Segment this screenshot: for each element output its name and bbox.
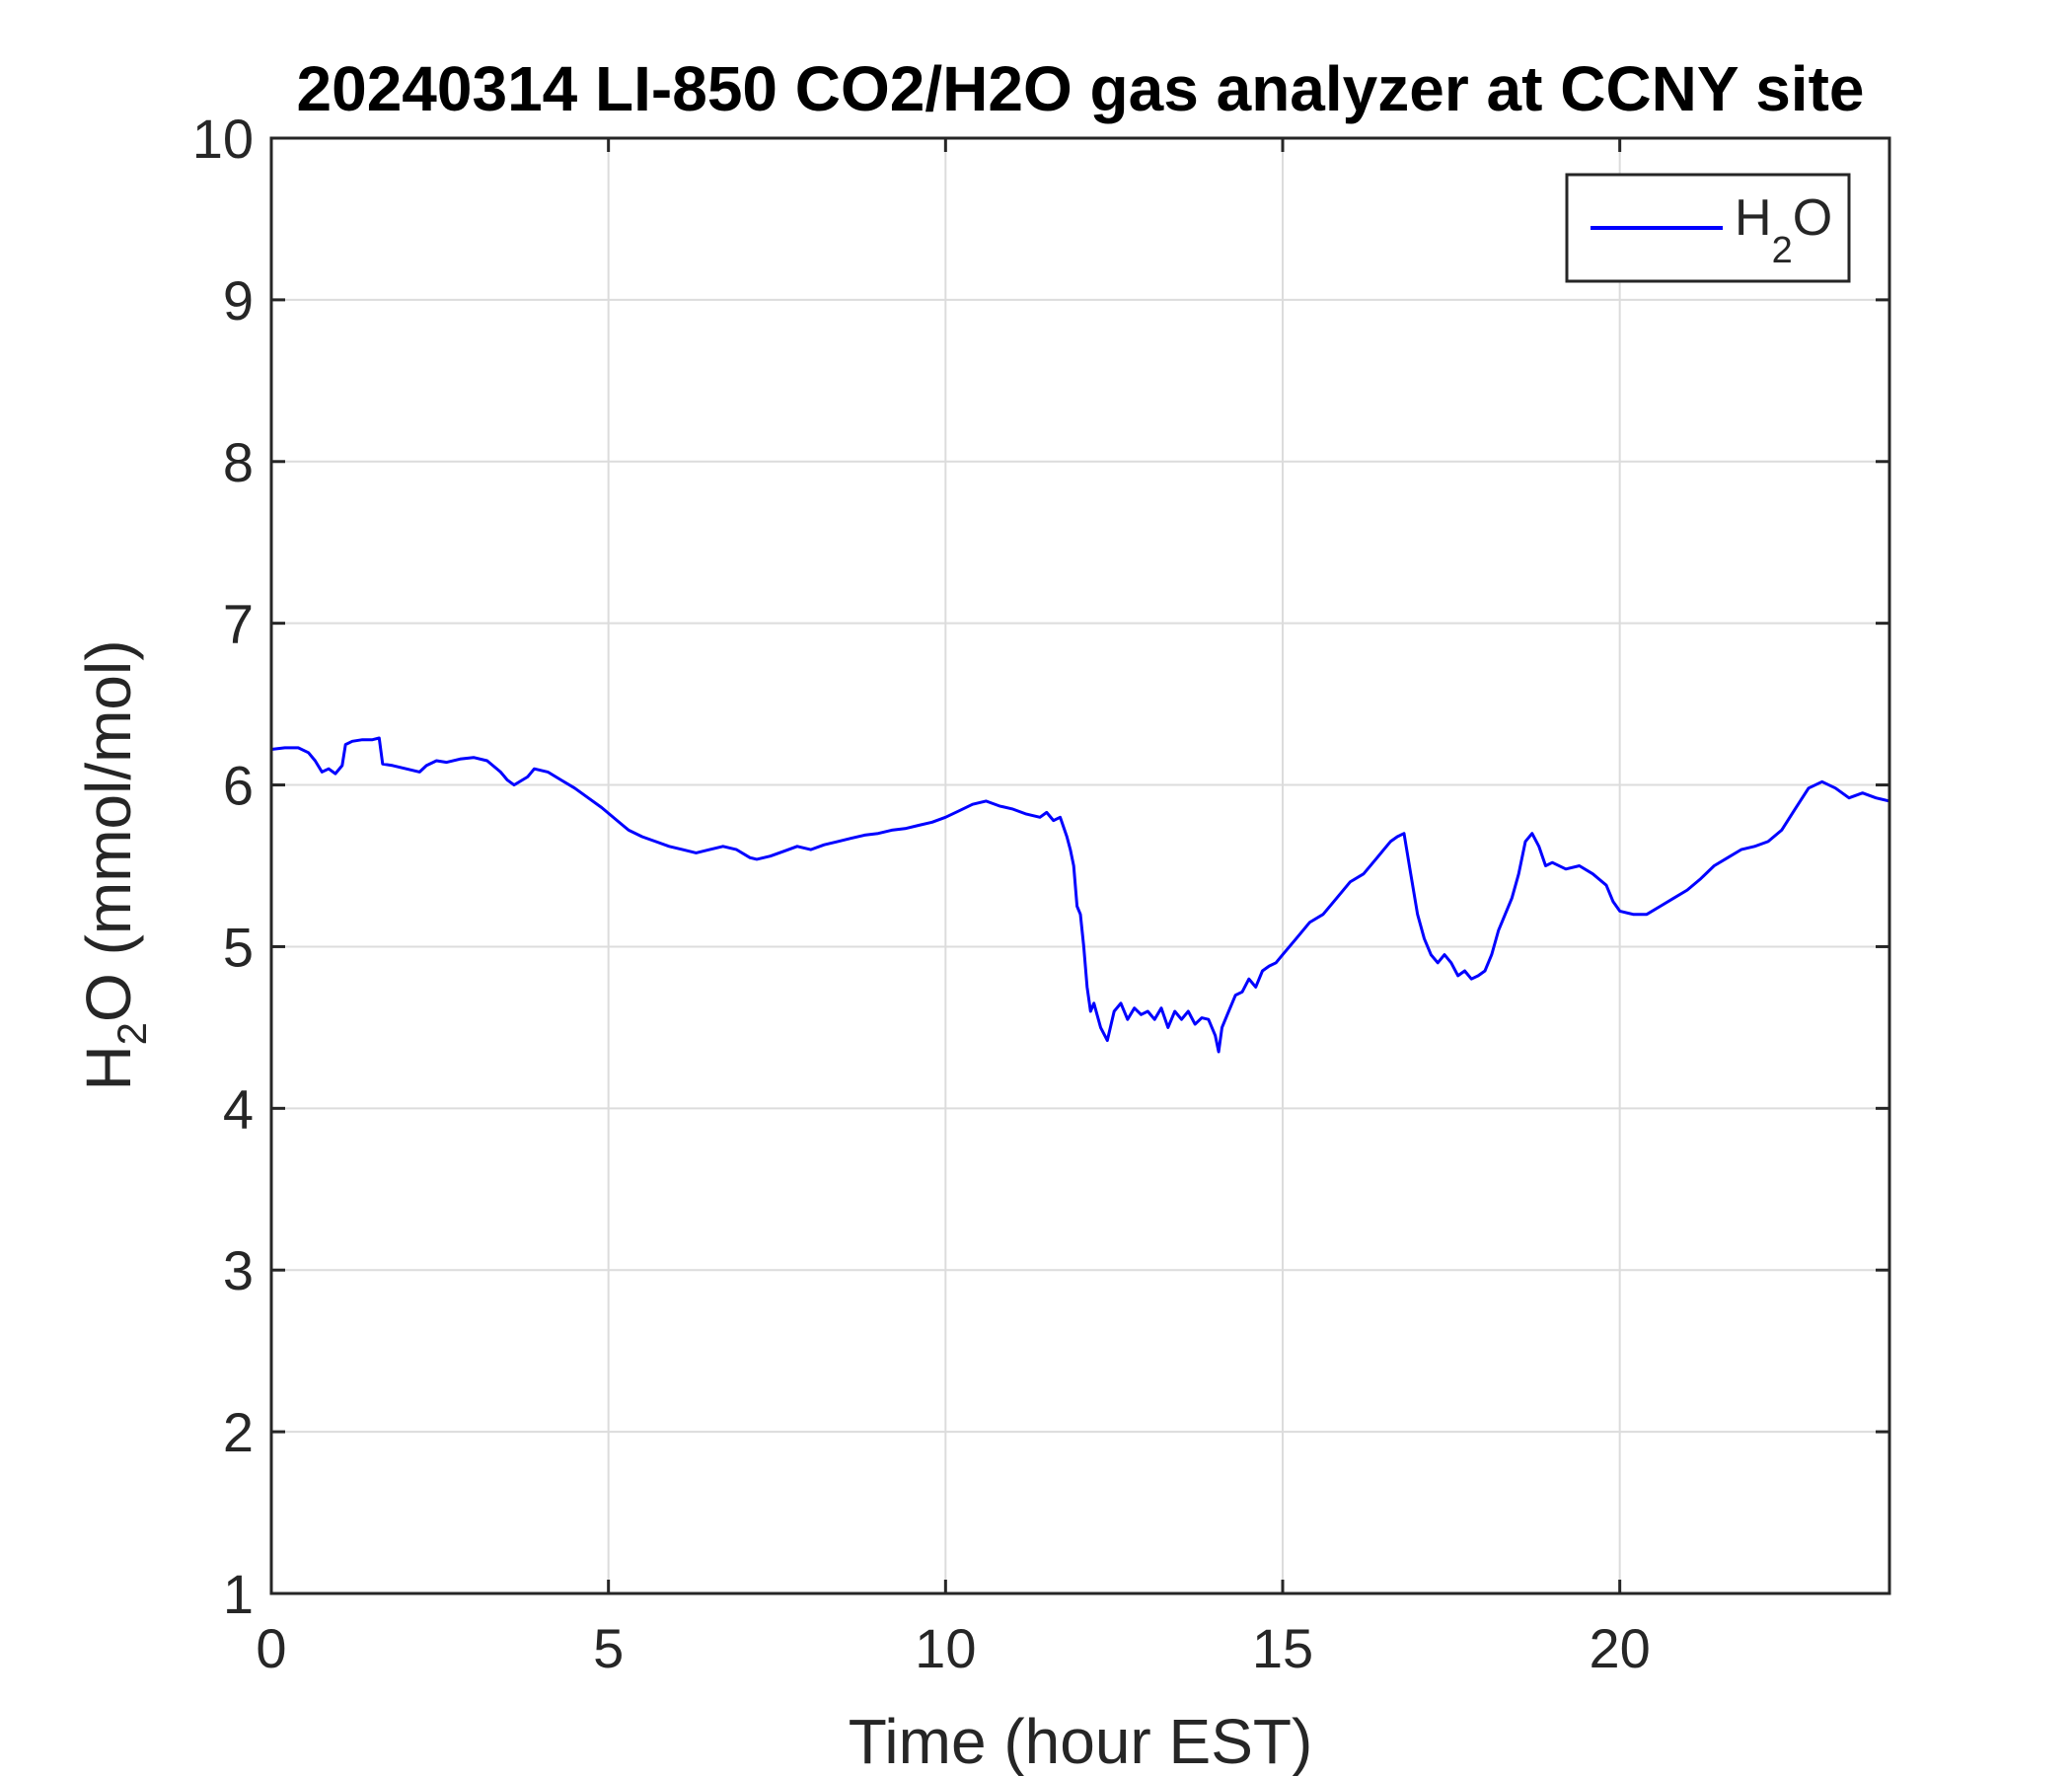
y-tick-labels: 1 2 3 4 5 6 7 8 9 10 <box>192 108 254 1625</box>
chart-title: 20240314 LI-850 CO2/H2O gas analyzer at … <box>297 53 1865 124</box>
legend-label-rest: O <box>1793 189 1832 247</box>
legend-label-base: H <box>1735 189 1772 247</box>
x-tick-labels: 0 5 10 15 20 <box>256 1617 1650 1679</box>
y-axis-label: H2O (mmol/mol) <box>73 639 155 1090</box>
plot-area <box>271 138 1889 1593</box>
y-axis-label-rest: O (mmol/mol) <box>73 639 144 1022</box>
grid-lines <box>271 138 1889 1593</box>
data-series <box>270 736 1890 1054</box>
y-tick-label: 10 <box>192 108 254 170</box>
y-tick-label: 7 <box>223 593 254 655</box>
y-tick-label: 2 <box>223 1401 254 1463</box>
x-tick-label: 20 <box>1590 1617 1651 1679</box>
y-tick-label: 5 <box>223 916 254 978</box>
y-tick-label: 9 <box>223 269 254 332</box>
x-axis-label: Time (hour EST) <box>849 1706 1313 1776</box>
legend-entry-label: H2O <box>1735 189 1832 271</box>
y-tick-label: 6 <box>223 755 254 817</box>
x-tick-label: 10 <box>915 1617 976 1679</box>
y-axis-label-sub: 2 <box>109 1022 155 1045</box>
x-tick-label: 0 <box>256 1617 286 1679</box>
x-tick-label: 5 <box>593 1617 624 1679</box>
y-tick-label: 1 <box>223 1563 254 1625</box>
x-tick-label: 15 <box>1252 1617 1313 1679</box>
legend-label-sub: 2 <box>1772 230 1793 271</box>
y-tick-label: 4 <box>223 1077 254 1140</box>
y-tick-label: 8 <box>223 431 254 493</box>
y-axis-label-base: H <box>73 1045 144 1090</box>
y-tick-label: 3 <box>223 1239 254 1301</box>
series-line-h2o <box>270 736 1890 1054</box>
plot-frame <box>269 136 1891 1595</box>
legend: H2O <box>1565 173 1851 283</box>
